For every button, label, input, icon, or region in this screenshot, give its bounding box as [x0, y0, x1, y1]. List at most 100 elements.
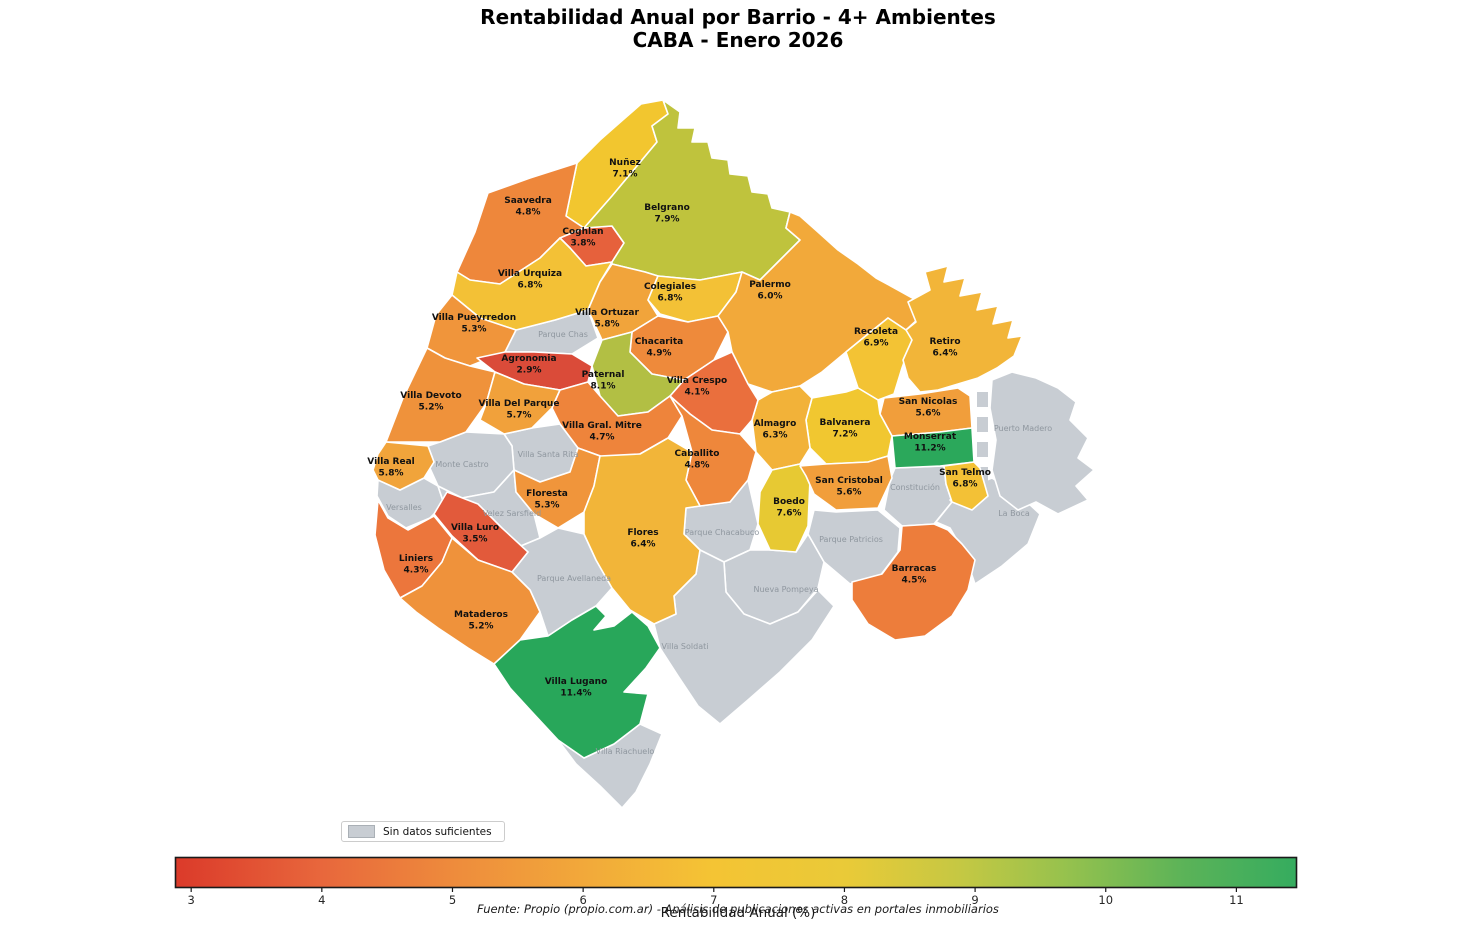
- region-label-velez-sarsfield: Velez Sarsfield: [483, 509, 541, 518]
- region-value-floresta: 5.3%: [535, 501, 560, 511]
- region-label-parque-avellaneda: Parque Avellaneda: [537, 574, 611, 583]
- region-name-villa-crespo: Villa Crespo: [667, 376, 727, 386]
- region-value-monserrat: 11.2%: [914, 444, 945, 454]
- region-recoleta: [845, 317, 917, 401]
- region-value-villa-real: 5.8%: [379, 469, 404, 479]
- region-value-palermo: 6.0%: [758, 292, 783, 302]
- region-san-cristobal: [799, 455, 893, 511]
- dock-dash: [977, 417, 988, 432]
- region-value-mataderos: 5.2%: [469, 622, 494, 632]
- region-label-la-boca: La Boca: [998, 509, 1030, 518]
- region-value-villa-lugano: 11.4%: [560, 689, 591, 699]
- region-value-saavedra: 4.8%: [516, 208, 541, 218]
- region-puerto-madero: [989, 371, 1095, 515]
- region-label-parque-chas: Parque Chas: [538, 330, 588, 339]
- region-value-agronomia: 2.9%: [517, 366, 542, 376]
- region-name-floresta: Floresta: [526, 489, 568, 499]
- colorbar: 3 4 5 6 7 8 9 10 11: [174, 856, 1298, 907]
- region-value-nu-ez: 7.1%: [613, 170, 638, 180]
- region-value-villa-del-parque: 5.7%: [507, 411, 532, 421]
- region-label-versalles: Versalles: [386, 503, 422, 512]
- region-villa-real: [372, 441, 435, 491]
- region-name-liniers: Liniers: [399, 554, 433, 564]
- region-name-villa-luro: Villa Luro: [451, 523, 499, 533]
- region-name-caballito: Caballito: [675, 449, 720, 459]
- chart-title-line1: Rentabilidad Anual por Barrio - 4+ Ambie…: [480, 5, 996, 29]
- region-name-recoleta: Recoleta: [854, 327, 898, 337]
- region-label-constituci-n: Constitución: [890, 482, 940, 492]
- region-label-puerto-madero: Puerto Madero: [994, 424, 1052, 433]
- colorbar-tick-label-10: 10: [1098, 893, 1113, 907]
- region-name-villa-devoto: Villa Devoto: [400, 391, 461, 401]
- region-villa-lugano: [493, 605, 661, 759]
- region-name-palermo: Palermo: [749, 280, 791, 290]
- colorbar-tick-label-6: 6: [579, 893, 586, 907]
- region-name-villa-ortuzar: Villa Ortuzar: [575, 308, 639, 318]
- region-value-almagro: 6.3%: [763, 431, 788, 441]
- region-value-retiro: 6.4%: [933, 349, 958, 359]
- colorbar-tick-label-8: 8: [841, 893, 848, 907]
- region-value-chacarita: 4.9%: [647, 349, 672, 359]
- colorbar-gradient-bar: [174, 856, 1298, 889]
- region-name-paternal: Paternal: [582, 370, 625, 380]
- region-value-balvanera: 7.2%: [833, 430, 858, 440]
- region-value-villa-pueyrredon: 5.3%: [462, 325, 487, 335]
- region-name-san-cristobal: San Cristobal: [815, 476, 883, 486]
- region-name-almagro: Almagro: [754, 419, 797, 429]
- region-name-villa-pueyrredon: Villa Pueyrredon: [432, 313, 516, 323]
- region-value-coghlan: 3.8%: [571, 239, 596, 249]
- region-name-mataderos: Mataderos: [454, 610, 508, 620]
- region-barracas: [851, 523, 976, 641]
- region-name-san-nicolas: San Nicolas: [899, 397, 958, 407]
- dock-dash: [977, 392, 988, 407]
- region-value-flores: 6.4%: [631, 540, 656, 550]
- region-value-villa-urquiza: 6.8%: [518, 281, 543, 291]
- region-name-coghlan: Coghlan: [562, 227, 603, 237]
- colorbar-tick-label-11: 11: [1229, 893, 1244, 907]
- region-value-recoleta: 6.9%: [864, 339, 889, 349]
- region-name-san-telmo: San Telmo: [939, 468, 991, 478]
- region-name-retiro: Retiro: [929, 337, 960, 347]
- region-value-paternal: 8.1%: [591, 382, 616, 392]
- region-label-parque-patricios: Parque Patricios: [819, 535, 883, 544]
- region-name-villa-lugano: Villa Lugano: [545, 677, 608, 687]
- region-value-boedo: 7.6%: [777, 509, 802, 519]
- no-data-legend-label: Sin datos suficientes: [383, 825, 492, 838]
- region-villa-del-parque: [479, 371, 561, 435]
- region-san-telmo: [943, 461, 989, 511]
- region-name-flores: Flores: [627, 528, 658, 538]
- region-name-monserrat: Monserrat: [904, 432, 957, 442]
- region-label-monte-castro: Monte Castro: [435, 460, 488, 469]
- region-label-villa-riachuelo: Villa Riachuelo: [596, 747, 655, 756]
- map-region-labels: Parque Chas Villa Santa Rita Monte Castro V…: [367, 158, 1052, 756]
- region-value-villa-ortuzar: 5.8%: [595, 320, 620, 330]
- region-value-villa-devoto: 5.2%: [419, 403, 444, 413]
- region-name-barracas: Barracas: [892, 564, 937, 574]
- no-data-legend: Sin datos suficientes: [341, 821, 505, 842]
- source-note: Fuente: Propio (propio.com.ar) - Análisi…: [477, 902, 999, 916]
- region-name-chacarita: Chacarita: [635, 337, 683, 347]
- colorbar-axis-label: Rentabilidad Anual (%): [660, 905, 816, 921]
- region-value-san-telmo: 6.8%: [953, 480, 978, 490]
- colorbar-tick-label-9: 9: [971, 893, 978, 907]
- chart-title-line2: CABA - Enero 2026: [632, 28, 844, 52]
- region-value-villa-crespo: 4.1%: [685, 388, 710, 398]
- colorbar-tick-label-7: 7: [710, 893, 717, 907]
- region-value-san-cristobal: 5.6%: [837, 488, 862, 498]
- region-name-balvanera: Balvanera: [820, 418, 871, 428]
- region-name-nu-ez: Nuñez: [609, 158, 641, 168]
- colorbar-ticks: 3 4 5 6 7 8 9 10 11: [188, 887, 1244, 907]
- region-label-nueva-pompeya: Nueva Pompeya: [753, 585, 818, 594]
- colorbar-tick-label-4: 4: [318, 893, 325, 907]
- region-name-boedo: Boedo: [773, 497, 805, 507]
- region-name-villa-gral-mitre: Villa Gral. Mitre: [562, 421, 642, 431]
- region-value-villa-gral-mitre: 4.7%: [590, 433, 615, 443]
- map-regions: [372, 99, 1095, 809]
- region-name-colegiales: Colegiales: [644, 282, 696, 292]
- region-value-liniers: 4.3%: [404, 566, 429, 576]
- region-label-parque-chacabuco: Parque Chacabuco: [685, 528, 760, 537]
- region-label-villa-santa-rita: Villa Santa Rita: [518, 450, 579, 459]
- region-name-belgrano: Belgrano: [644, 203, 690, 213]
- region-flores: [583, 437, 701, 625]
